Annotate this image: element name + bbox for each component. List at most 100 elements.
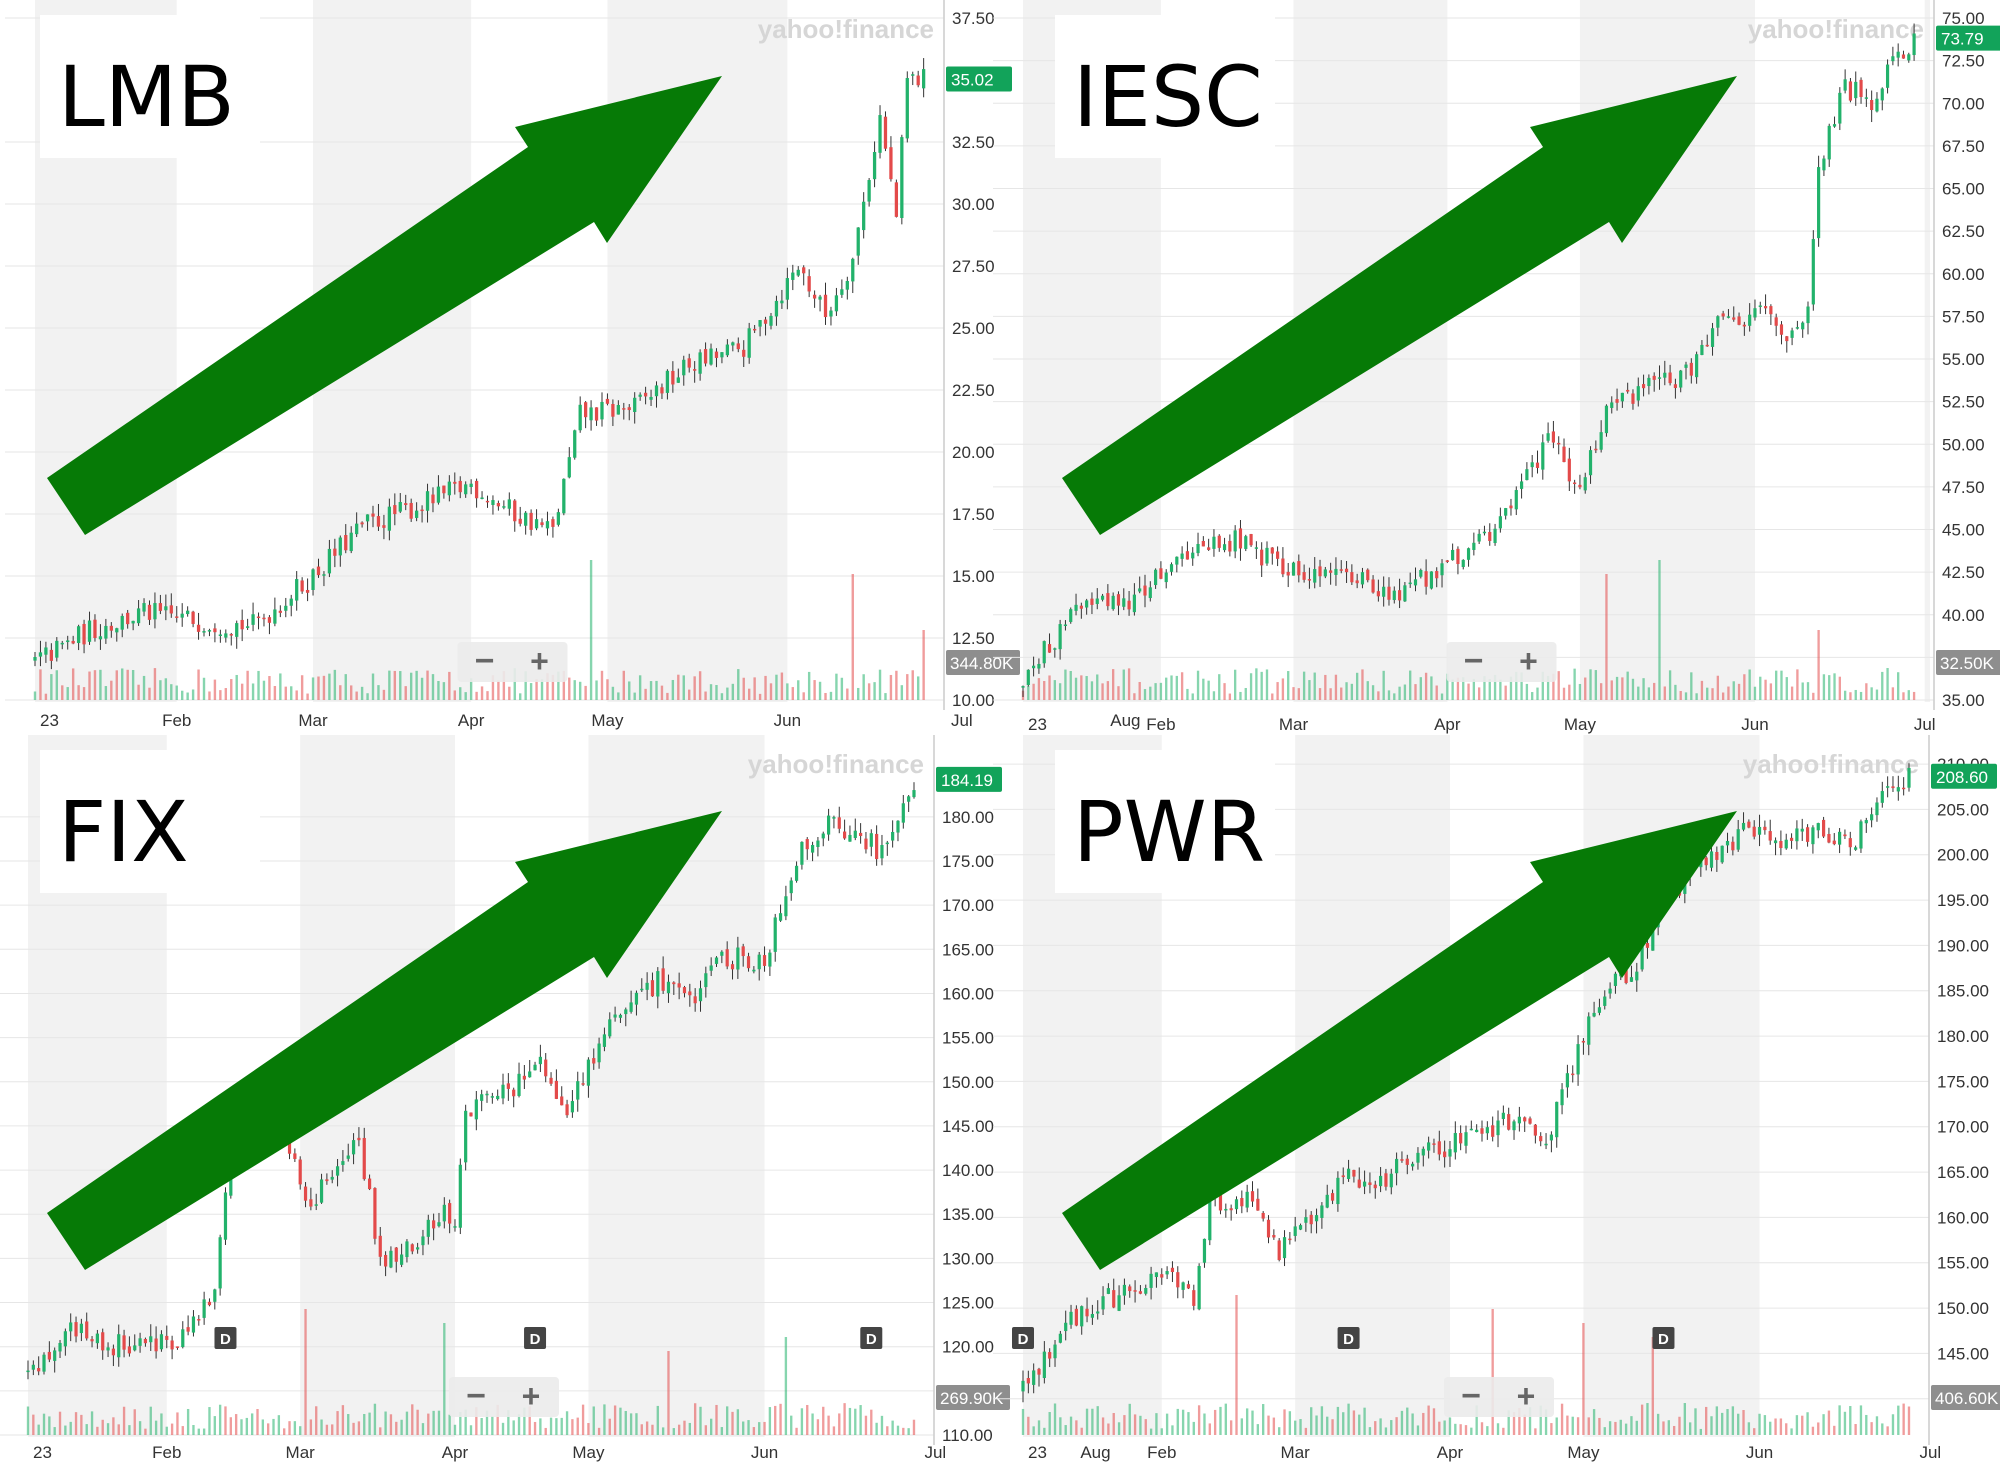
candle	[763, 319, 768, 324]
candle	[889, 147, 893, 180]
candle	[1291, 562, 1296, 576]
candle	[856, 227, 860, 256]
candle	[533, 1064, 537, 1071]
volume-bar	[1032, 1426, 1035, 1435]
volume-bar	[709, 1418, 713, 1435]
volume-bar	[112, 1417, 115, 1435]
x-tick-label: Feb	[1147, 1443, 1176, 1462]
volume-bar	[284, 686, 287, 700]
dividend-marker-label: D	[1343, 1331, 1354, 1348]
candle	[117, 1334, 121, 1358]
zoom-in-button[interactable]: +	[1519, 643, 1538, 679]
volume-bar	[592, 1406, 595, 1435]
candle	[410, 1244, 414, 1252]
candle	[1801, 322, 1805, 330]
volume-bar	[131, 669, 135, 700]
candle	[1265, 547, 1269, 564]
candle	[38, 652, 43, 657]
candle	[405, 1241, 409, 1258]
dividend-marker[interactable]: D	[1337, 1327, 1360, 1349]
candle	[480, 497, 484, 500]
volume-bar	[44, 693, 48, 700]
candle	[1482, 531, 1487, 534]
candle	[373, 1188, 377, 1239]
y-tick-label: 75.00	[1942, 9, 1985, 28]
candle	[181, 1329, 185, 1348]
volume-bar	[1785, 677, 1788, 700]
candle	[1344, 568, 1349, 573]
candle	[1466, 548, 1471, 560]
volume-bar	[1710, 1416, 1713, 1435]
volume-bar	[1224, 1403, 1227, 1435]
candle	[136, 608, 141, 624]
candle	[807, 276, 811, 292]
ticker-label-bg	[1055, 750, 1275, 893]
volume-bar	[1271, 693, 1274, 700]
volume-bar	[186, 1408, 190, 1435]
volume-bar	[1817, 1422, 1820, 1435]
volume-bar	[1663, 686, 1666, 700]
volume-bar	[377, 685, 380, 700]
volume-bar	[540, 679, 544, 700]
volume-bar	[891, 1420, 894, 1435]
dividend-marker[interactable]: D	[1012, 1327, 1034, 1349]
candle	[1827, 833, 1831, 843]
candle	[360, 522, 364, 525]
candle	[851, 258, 855, 282]
candle	[55, 640, 59, 658]
candle	[1578, 484, 1582, 488]
volume-bar	[704, 1425, 708, 1435]
candle	[1138, 1291, 1143, 1294]
zoom-out-button[interactable]: −	[1464, 642, 1484, 680]
candle	[1779, 840, 1783, 849]
volume-bar	[1191, 693, 1194, 700]
volume-bar	[1326, 1416, 1329, 1435]
x-tick-label: Jun	[1741, 715, 1768, 734]
zoom-out-button[interactable]: −	[466, 1377, 486, 1415]
volume-bar	[1875, 1416, 1879, 1435]
dividend-marker[interactable]: D	[860, 1327, 883, 1349]
volume-bar	[432, 1410, 435, 1435]
candle	[1069, 609, 1073, 622]
volume-bar	[635, 1413, 638, 1435]
volume-bar	[1902, 692, 1905, 700]
candle	[175, 616, 179, 618]
candle	[1726, 316, 1731, 318]
dividend-marker-box	[1652, 1327, 1675, 1349]
candle	[496, 502, 501, 507]
volume-bar	[1144, 1419, 1147, 1435]
volume-bar	[1180, 672, 1184, 700]
candle	[769, 315, 773, 326]
dividend-marker[interactable]: D	[214, 1327, 237, 1349]
candle	[1560, 1089, 1564, 1106]
volume-bar	[1212, 691, 1216, 700]
volume-bar	[1149, 686, 1152, 700]
zoom-out-button[interactable]: −	[1461, 1377, 1481, 1415]
candle	[1432, 1143, 1436, 1145]
candle	[311, 569, 315, 590]
volume-bar	[1875, 689, 1879, 700]
zoom-in-button[interactable]: +	[530, 643, 549, 679]
candle	[186, 610, 190, 615]
candle	[1525, 469, 1529, 481]
volume-bar	[1276, 682, 1279, 700]
candle	[1544, 1143, 1548, 1146]
y-tick-label: 10.00	[952, 691, 995, 710]
volume-bar	[99, 669, 102, 700]
volume-bar	[1881, 671, 1884, 700]
y-tick-label: 195.00	[1937, 891, 1989, 910]
candle	[1164, 572, 1168, 583]
zoom-out-button[interactable]: −	[475, 642, 495, 680]
x-tick-label: Jun	[1746, 1443, 1773, 1462]
candle	[1790, 330, 1794, 338]
zoom-in-button[interactable]: +	[1517, 1378, 1536, 1414]
candle	[1424, 571, 1428, 587]
candle	[262, 617, 266, 620]
volume-bar	[649, 681, 653, 700]
volume-bar	[1828, 675, 1831, 700]
volume-bar	[824, 692, 827, 700]
zoom-in-button[interactable]: +	[522, 1378, 541, 1414]
volume-bar	[395, 1421, 398, 1435]
dividend-marker[interactable]: D	[1652, 1327, 1675, 1349]
dividend-marker[interactable]: D	[524, 1327, 547, 1349]
